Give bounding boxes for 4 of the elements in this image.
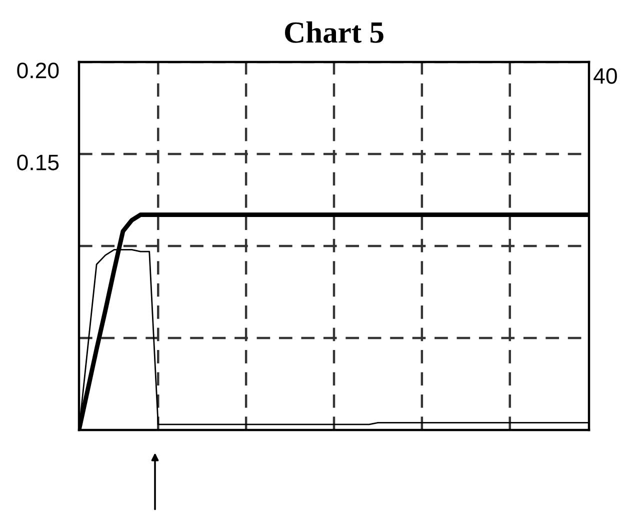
y-tick-label: 0.15 (17, 154, 59, 170)
y-tick-label: 0.20 (17, 62, 59, 78)
text: 40 (594, 68, 617, 84)
chart-title: Chart 5 (285, 21, 384, 43)
